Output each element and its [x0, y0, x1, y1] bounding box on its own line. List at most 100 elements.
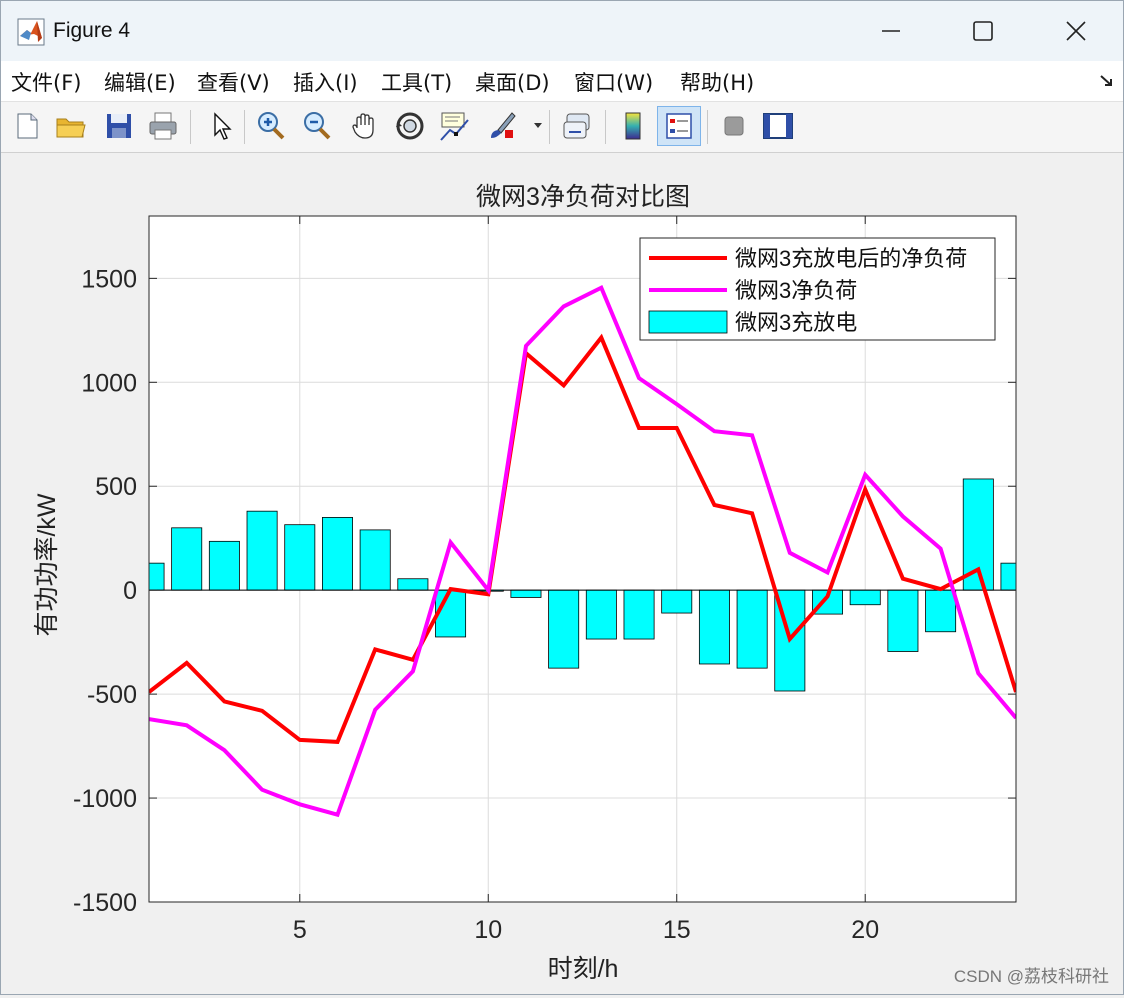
menu-bar: 文件(F) 编辑(E) 查看(V) 插入(I) 工具(T) 桌面(D) 窗口(W…: [1, 61, 1123, 102]
bar: [149, 562, 165, 591]
brush-icon: [491, 112, 516, 138]
bar: [925, 589, 957, 633]
menu-insert[interactable]: 插入(I): [293, 71, 358, 95]
pan-button[interactable]: [345, 106, 385, 146]
dock-arrow-icon[interactable]: [1099, 73, 1115, 89]
open-folder-icon: [56, 118, 86, 138]
open-file-button[interactable]: [51, 106, 91, 146]
matlab-logo-icon: [17, 18, 45, 46]
save-button[interactable]: [99, 106, 139, 146]
y-tick-label: 0: [123, 577, 137, 605]
maximize-icon: [973, 21, 993, 41]
x-axis-label: 时刻/h: [548, 955, 619, 983]
series-line: [149, 333, 1016, 744]
bar: [623, 589, 655, 640]
chart-title: 微网3净负荷对比图: [476, 183, 690, 211]
bar-series: [149, 478, 1016, 692]
zoom-in-button[interactable]: [251, 106, 291, 146]
rotate-3d-button[interactable]: [390, 106, 430, 146]
new-figure-button[interactable]: [7, 106, 47, 146]
y-tick-label: -1500: [73, 889, 137, 917]
brush-dropdown-icon[interactable]: [533, 122, 543, 130]
bar: [208, 540, 240, 591]
bar: [849, 589, 881, 606]
bar: [548, 589, 580, 669]
zoom-out-icon: [304, 112, 331, 140]
y-axis-label: 有功功率/kW: [33, 493, 61, 636]
bar: [698, 589, 730, 665]
legend-icon: [666, 113, 692, 139]
pointer-icon: [214, 112, 232, 140]
minimize-icon: [882, 30, 900, 32]
y-axis: -1500 -1000 -500 0 500 1000 1500: [73, 265, 1016, 917]
zoom-out-button[interactable]: [297, 106, 337, 146]
toolbar-separator: [707, 110, 708, 144]
bar: [661, 589, 693, 614]
menu-window[interactable]: 窗口(W): [574, 71, 654, 95]
legend-button[interactable]: [657, 106, 701, 146]
toolbar-separator: [549, 110, 550, 144]
menu-file[interactable]: 文件(F): [11, 71, 82, 95]
close-icon: [1066, 21, 1086, 41]
y-tick-label: -500: [87, 681, 137, 709]
bar: [284, 524, 316, 591]
x-tick-label: 15: [663, 916, 691, 944]
show-plot-tools-icon: [763, 113, 793, 139]
legend-label: 微网3净负荷: [735, 278, 857, 303]
x-tick-label: 10: [474, 916, 502, 944]
brush-button[interactable]: [482, 106, 522, 146]
series-line: [149, 284, 1016, 818]
bar: [435, 589, 467, 638]
x-axis: 5 10 15 20: [293, 216, 879, 944]
menu-help[interactable]: 帮助(H): [680, 71, 755, 95]
colorbar-button[interactable]: [613, 106, 653, 146]
pan-hand-icon: [352, 113, 374, 139]
toolbar-separator: [244, 110, 245, 144]
bar: [321, 517, 353, 591]
edit-plot-button[interactable]: [200, 106, 240, 146]
y-tick-label: 1500: [81, 265, 137, 293]
line-series: [149, 284, 1016, 818]
menu-tools[interactable]: 工具(T): [381, 71, 453, 95]
link-plot-button[interactable]: [558, 106, 598, 146]
close-button[interactable]: [1046, 9, 1106, 53]
menu-edit[interactable]: 编辑(E): [104, 71, 176, 95]
y-tick-label: -1000: [73, 785, 137, 813]
figure-canvas: 5 10 15 20 -1500 -1000 -500 0 500 1000 1500 微网3净负…: [3, 153, 1123, 994]
bar: [1000, 562, 1016, 591]
hide-plot-tools-button[interactable]: [714, 106, 754, 146]
toolbar: [1, 102, 1123, 153]
watermark: CSDN @荔枝科研社: [954, 967, 1109, 986]
bar: [736, 589, 768, 669]
colorbar-icon: [625, 112, 641, 140]
hide-plot-tools-icon: [724, 116, 744, 136]
show-plot-tools-button[interactable]: [758, 106, 798, 146]
x-tick-label: 5: [293, 916, 307, 944]
bar: [887, 589, 919, 652]
rotate-3d-icon: [396, 112, 424, 140]
legend-swatch: [648, 310, 728, 334]
link-plot-icon: [563, 113, 590, 139]
title-bar: Figure 4: [1, 1, 1123, 61]
y-tick-label: 500: [95, 473, 137, 501]
save-icon: [107, 114, 131, 138]
minimize-button[interactable]: [861, 9, 921, 53]
menu-desktop[interactable]: 桌面(D): [475, 71, 550, 95]
maximize-button[interactable]: [953, 9, 1013, 53]
bar: [246, 510, 278, 591]
menu-view[interactable]: 查看(V): [197, 71, 270, 95]
chart: 5 10 15 20 -1500 -1000 -500 0 500 1000 1500 微网3净负…: [33, 183, 1109, 986]
x-tick-label: 20: [851, 916, 879, 944]
data-cursor-icon: [440, 112, 469, 141]
y-tick-label: 1000: [81, 369, 137, 397]
bar: [510, 589, 542, 598]
data-cursor-button[interactable]: [435, 106, 475, 146]
toolbar-separator: [190, 110, 191, 144]
window-title: Figure 4: [53, 19, 131, 42]
plot-border: [148, 215, 1017, 903]
bar: [397, 578, 429, 591]
print-button[interactable]: [143, 106, 183, 146]
legend-label: 微网3充放电后的净负荷: [735, 246, 967, 271]
